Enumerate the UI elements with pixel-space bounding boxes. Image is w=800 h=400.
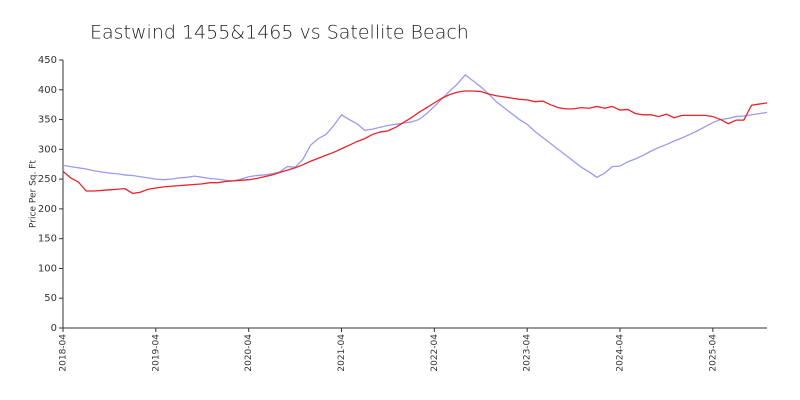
- y-tick-label: 450: [38, 55, 57, 66]
- y-tick-label: 0: [51, 323, 57, 334]
- x-tick-label: 2025-04: [708, 334, 718, 372]
- x-tick-label: 2021-04: [337, 334, 347, 372]
- chart-title: Eastwind 1455&1465 vs Satellite Beach: [90, 22, 469, 44]
- x-tick-label: 2022-04: [430, 334, 440, 372]
- x-tick-label: 2019-04: [151, 334, 161, 372]
- y-tick-label: 250: [38, 174, 57, 185]
- series-line: [62, 90, 768, 195]
- y-tick-label: 200: [38, 204, 57, 215]
- series-line: [62, 74, 768, 182]
- y-tick-label: 50: [44, 293, 57, 304]
- x-tick-label: 2018-04: [59, 334, 69, 372]
- x-tick-label: 2024-04: [616, 334, 626, 372]
- x-tick-label: 2020-04: [244, 334, 254, 372]
- y-tick-label: 100: [38, 263, 57, 274]
- y-axis-label: Price Per Sq. Ft: [29, 160, 39, 228]
- y-tick-label: 350: [38, 115, 57, 126]
- y-tick-label: 400: [38, 85, 57, 96]
- x-tick-label: 2023-04: [523, 334, 533, 372]
- y-tick-label: 150: [38, 234, 57, 245]
- y-tick-label: 300: [38, 144, 57, 155]
